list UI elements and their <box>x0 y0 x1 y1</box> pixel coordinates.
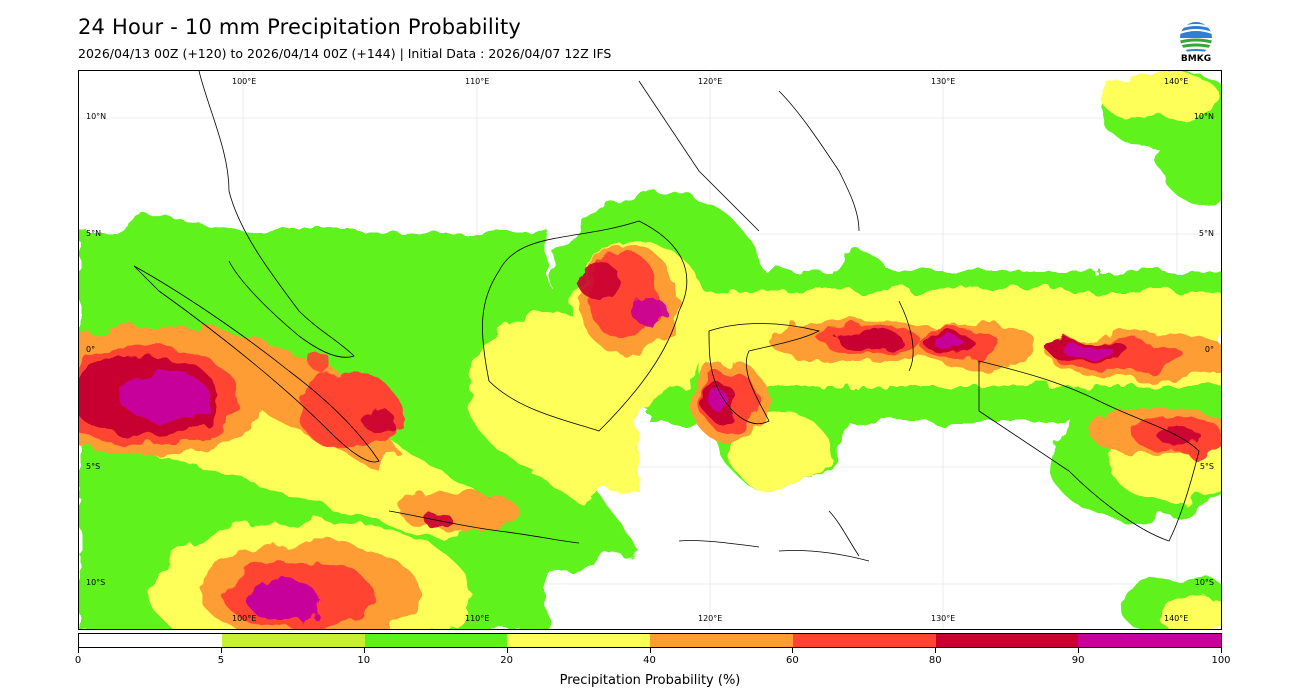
colorbar-tick-label: 5 <box>217 655 225 666</box>
precipitation-map: 100°E 110°E 120°E 130°E 140°E 100°E 110°… <box>78 70 1222 630</box>
colorbar-tick <box>1078 648 1080 653</box>
colorbar-segment <box>792 634 936 647</box>
colorbar <box>78 633 1222 648</box>
lat-label-right: 5°S <box>1199 462 1214 471</box>
colorbar-tick-label: 40 <box>643 655 656 666</box>
colorbar-tick-label: 10 <box>357 655 371 666</box>
lat-label-right: 0° <box>1204 345 1214 354</box>
map-canvas <box>79 71 1221 629</box>
colorbar-tick <box>935 648 937 653</box>
lat-label-right: 10°S <box>1194 578 1214 587</box>
lat-label-right: 10°N <box>1193 112 1214 121</box>
probability-field <box>79 71 1221 629</box>
lon-label-bottom: 110°E <box>465 614 490 623</box>
lat-label-left: 10°S <box>86 578 106 587</box>
colorbar-segment <box>507 634 650 647</box>
colorbar-tick-label: 90 <box>1071 655 1085 666</box>
colorbar-tick <box>78 648 79 653</box>
colorbar-segment <box>79 634 222 647</box>
coastlines <box>133 71 1200 562</box>
colorbar-segment <box>364 634 508 647</box>
colorbar-tick <box>363 648 365 653</box>
colorbar-tick <box>792 648 794 653</box>
lon-label-top: 100°E <box>232 77 257 86</box>
lon-label-top: 120°E <box>698 77 723 86</box>
colorbar-tick <box>506 648 508 653</box>
lon-label-top: 110°E <box>465 77 490 86</box>
band-90-100 <box>119 337 1114 623</box>
lat-label-left: 5°S <box>86 462 101 471</box>
colorbar-segment <box>221 634 365 647</box>
colorbar-title: Precipitation Probability (%) <box>559 673 741 688</box>
lon-label-bottom: 140°E <box>1164 614 1189 623</box>
colorbar-tick-label: 80 <box>928 655 942 666</box>
colorbar-segment <box>1078 634 1221 647</box>
chart-title: 24 Hour - 10 mm Precipitation Probabilit… <box>78 15 522 39</box>
colorbar-tick <box>1221 648 1222 653</box>
lat-label-left: 10°N <box>86 112 107 121</box>
lon-label-bottom: 120°E <box>698 614 723 623</box>
colorbar-tick <box>649 648 651 653</box>
colorbar-segment <box>650 634 793 647</box>
lon-label-bottom: 130°E <box>931 614 956 623</box>
chart-subtitle: 2026/04/13 00Z (+120) to 2026/04/14 00Z … <box>78 46 612 61</box>
logo-text: BMKG <box>1180 54 1212 64</box>
colorbar-tick-label: 0 <box>74 655 82 666</box>
lat-label-left: 5°N <box>86 229 102 238</box>
field-texture <box>309 263 1201 529</box>
lat-label-right: 5°N <box>1198 229 1214 238</box>
colorbar-tick-label: 60 <box>786 655 799 666</box>
colorbar-tick <box>220 648 222 653</box>
colorbar-segment <box>935 634 1079 647</box>
lon-label-bottom: 100°E <box>232 614 257 623</box>
colorbar-tick-label: 20 <box>500 655 513 666</box>
colorbar-tick-label: 100 <box>1211 655 1231 666</box>
bmkg-logo-icon <box>1180 22 1212 54</box>
lon-label-top: 140°E <box>1164 77 1189 86</box>
lat-label-left: 0° <box>86 345 96 354</box>
lon-label-top: 130°E <box>931 77 956 86</box>
